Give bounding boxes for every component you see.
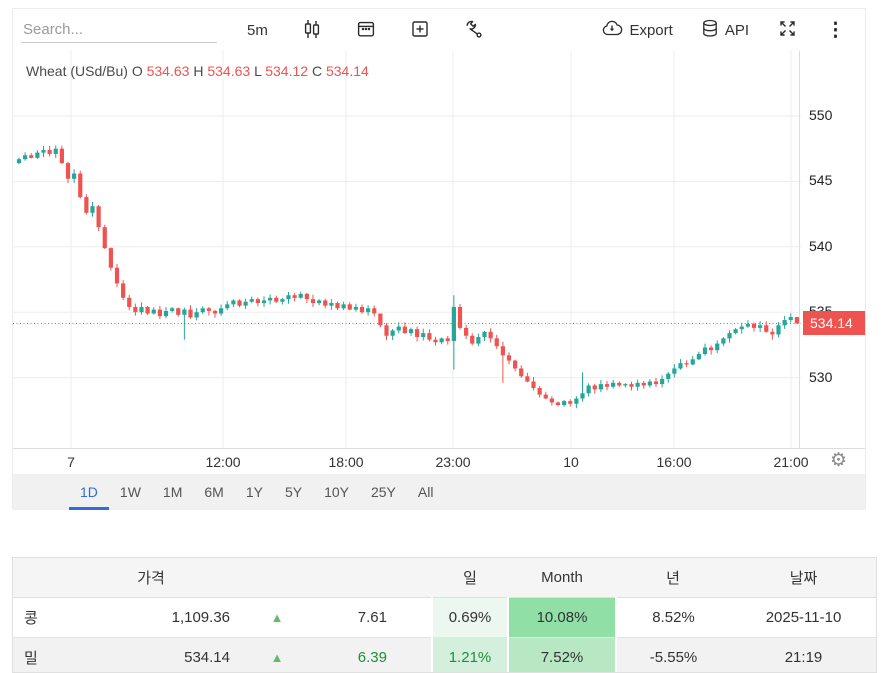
tab-10y[interactable]: 10Y xyxy=(324,484,349,500)
price-tick: 550 xyxy=(809,107,833,123)
kebab-menu-icon: ⋮ xyxy=(826,19,845,41)
change-cell: 6.39 xyxy=(357,649,387,666)
open-value: 534.63 xyxy=(146,63,190,79)
up-arrow-icon: ▲ xyxy=(270,650,284,665)
header-arrow xyxy=(242,557,312,598)
tab-1d[interactable]: 1D xyxy=(69,474,109,510)
export-button[interactable]: Export xyxy=(601,19,673,41)
header-month: Month xyxy=(508,557,616,598)
database-icon xyxy=(701,19,719,42)
timeframe-tabs: 1D 1W 1M 6M 1Y 5Y 10Y 25Y All xyxy=(13,474,865,510)
settings-gear-icon[interactable]: ⚙ xyxy=(829,450,847,471)
date-cell: 21:19 xyxy=(784,649,823,666)
fullscreen-expand-icon xyxy=(777,19,798,41)
time-axis[interactable]: ⚙ 7 12:00 18:00 23:00 10 16:00 21:00 xyxy=(13,448,865,474)
tab-6m[interactable]: 6M xyxy=(204,484,224,500)
tab-1y[interactable]: 1Y xyxy=(245,484,263,500)
wrench-icon xyxy=(464,19,484,42)
timeframe-dropdown[interactable]: 5m xyxy=(247,21,268,39)
high-value: 534.63 xyxy=(207,63,251,79)
year-cell: 8.52% xyxy=(652,609,695,626)
quotes-table: 가격 일 Month 년 날짜 콩 1,109.36 ▲ 7.61 0.69% … xyxy=(12,557,877,673)
time-tick: 18:00 xyxy=(328,454,364,470)
header-year: 년 xyxy=(616,557,730,598)
table-header-row: 가격 일 Month 년 날짜 xyxy=(12,557,877,598)
time-tick: 23:00 xyxy=(435,454,471,470)
day-cell: 0.69% xyxy=(431,597,509,638)
chart-widget: 5m xyxy=(12,8,866,510)
header-date: 날짜 xyxy=(730,557,877,598)
tab-1w[interactable]: 1W xyxy=(119,484,141,500)
fullscreen-button[interactable] xyxy=(777,19,798,41)
candlestick-chart[interactable] xyxy=(13,51,801,448)
api-button[interactable]: API xyxy=(701,19,749,42)
ohlc-legend: Wheat (USd/Bu) O 534.63 H 534.63 L 534.1… xyxy=(26,63,369,79)
chart-region: Wheat (USd/Bu) O 534.63 H 534.63 L 534.1… xyxy=(13,51,865,448)
api-label: API xyxy=(724,21,749,39)
low-label: L xyxy=(254,63,262,79)
close-value: 534.14 xyxy=(325,63,369,79)
candlestick-icon xyxy=(302,19,322,42)
high-label: H xyxy=(193,63,204,79)
header-change xyxy=(312,557,432,598)
plus-square-icon xyxy=(410,19,430,42)
last-price-tag: 534.14 xyxy=(803,311,865,336)
price-cell: 1,109.36 xyxy=(171,609,230,626)
month-cell: 7.52% xyxy=(507,637,617,673)
more-menu-button[interactable]: ⋮ xyxy=(826,21,845,40)
row-name[interactable]: 콩 xyxy=(24,610,38,627)
header-price: 가격 xyxy=(60,557,242,598)
tab-1m[interactable]: 1M xyxy=(162,484,183,500)
open-label: O xyxy=(131,63,143,79)
date-range-button[interactable] xyxy=(356,19,376,42)
header-day: 일 xyxy=(432,557,508,598)
month-cell: 10.08% xyxy=(507,597,617,638)
time-tick: 16:00 xyxy=(656,454,692,470)
cloud-download-icon xyxy=(601,19,623,41)
date-cell: 2025-11-10 xyxy=(765,609,842,626)
tab-25y[interactable]: 25Y xyxy=(370,484,396,500)
price-tick: 540 xyxy=(809,237,833,254)
time-tick: 7 xyxy=(67,454,75,470)
low-value: 534.12 xyxy=(265,63,309,79)
price-cell: 534.14 xyxy=(184,649,230,666)
table-row[interactable]: 밀 534.14 ▲ 6.39 1.21% 7.52% -5.55% 21:19 xyxy=(12,637,877,673)
price-tick: 545 xyxy=(809,172,833,189)
year-cell: -5.55% xyxy=(649,649,698,666)
time-tick: 12:00 xyxy=(205,454,241,470)
symbol-label: Wheat (USd/Bu) xyxy=(26,63,128,79)
price-axis[interactable]: 534.14 550545540535530 xyxy=(799,51,865,448)
day-cell: 1.21% xyxy=(431,637,509,673)
tab-5y[interactable]: 5Y xyxy=(284,484,303,500)
tab-all[interactable]: All xyxy=(417,484,434,500)
export-label: Export xyxy=(629,21,673,39)
time-tick: 21:00 xyxy=(773,454,809,470)
up-arrow-icon: ▲ xyxy=(270,610,284,625)
close-label: C xyxy=(311,63,323,79)
calendar-icon xyxy=(356,19,376,42)
search-input[interactable] xyxy=(21,17,217,43)
price-tick: 530 xyxy=(809,368,833,385)
tools-button[interactable] xyxy=(464,19,484,42)
change-cell: 7.61 xyxy=(357,609,387,626)
header-name xyxy=(12,557,60,598)
chart-toolbar: 5m xyxy=(13,9,865,51)
time-tick: 10 xyxy=(563,454,579,470)
row-name[interactable]: 밀 xyxy=(24,650,38,667)
add-indicator-button[interactable] xyxy=(410,19,430,42)
table-row[interactable]: 콩 1,109.36 ▲ 7.61 0.69% 10.08% 8.52% 202… xyxy=(12,597,877,638)
chart-type-button[interactable] xyxy=(302,19,322,42)
